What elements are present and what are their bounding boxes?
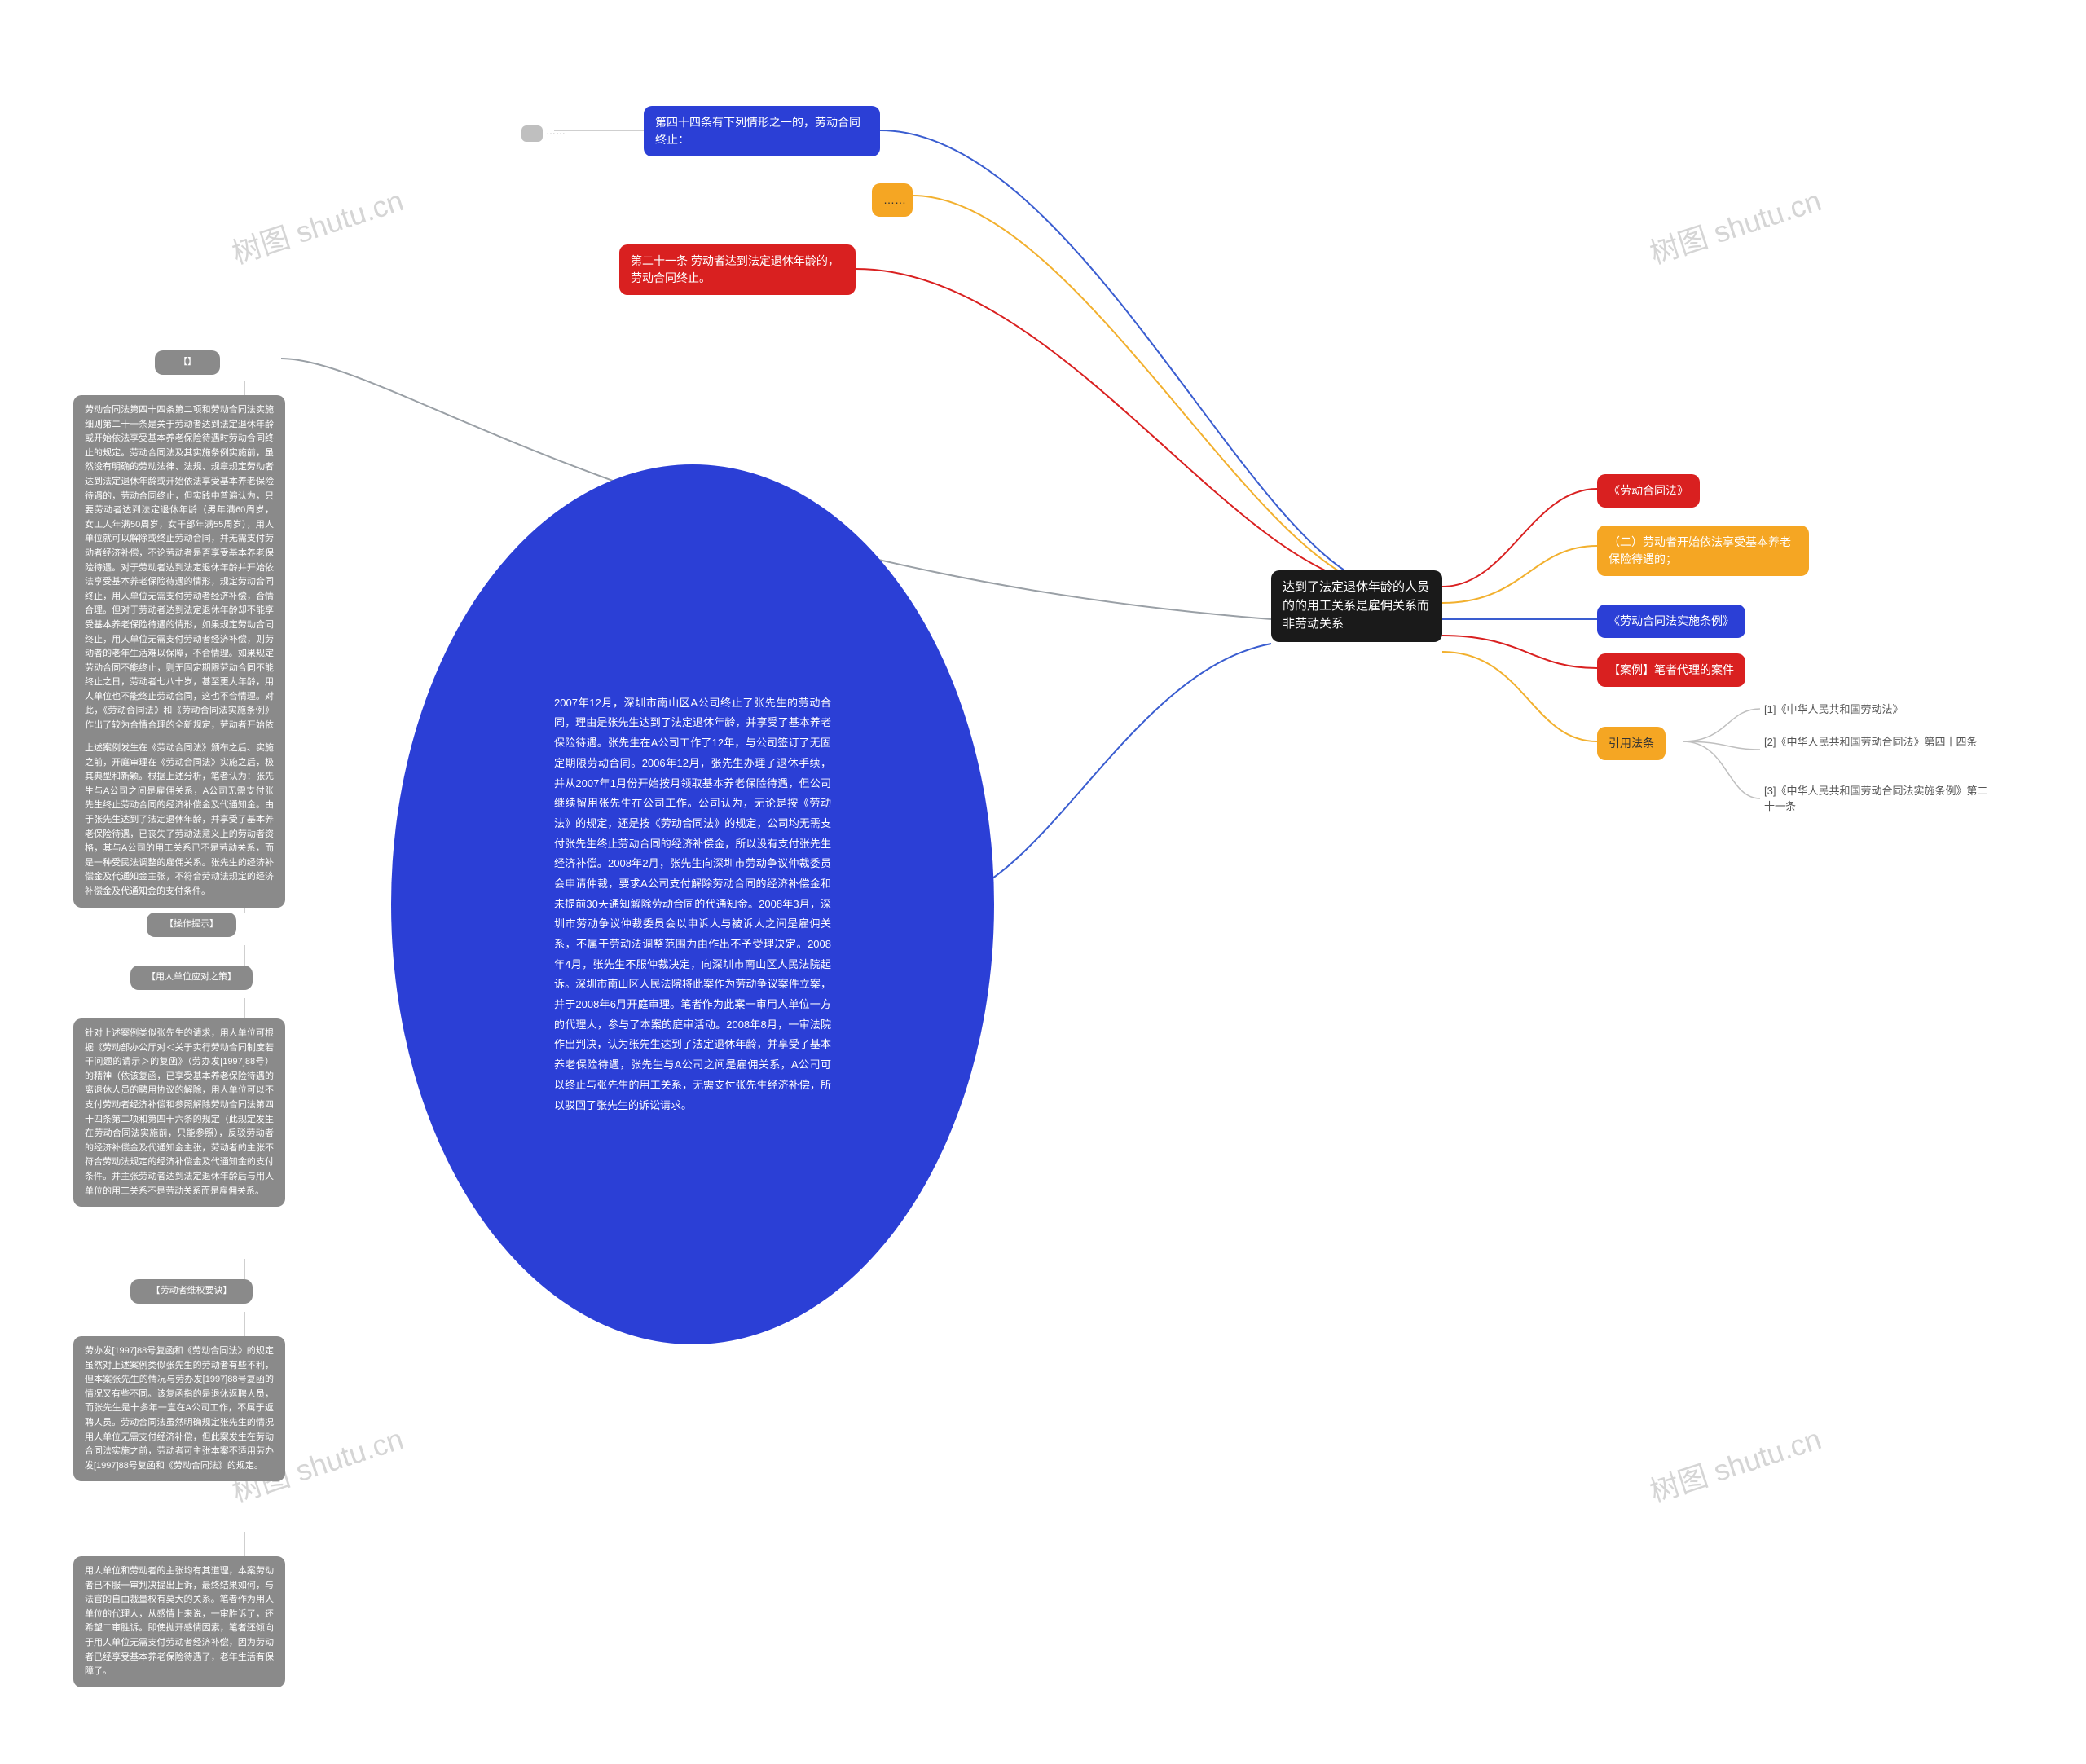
left-block-4: 劳办发[1997]88号复函和《劳动合同法》的规定虽然对上述案例类似张先生的劳动… — [73, 1336, 285, 1481]
ellipsis-label: …… — [546, 125, 566, 137]
node-cited-laws: 引用法条 — [1597, 727, 1666, 760]
watermark: 树图 shutu.cn — [226, 178, 407, 273]
ellipsis-dot — [522, 125, 543, 142]
node-pension-clause: （二）劳动者开始依法享受基本养老保险待遇的； — [1597, 526, 1809, 576]
node-article-44: 第四十四条有下列情形之一的，劳动合同终止： — [644, 106, 880, 156]
cited-law-2: [2]《中华人民共和国劳动合同法》第四十四条 — [1764, 733, 1992, 749]
watermark: 树图 shutu.cn — [1644, 1416, 1825, 1511]
big-case-text: 2007年12月，深圳市南山区A公司终止了张先生的劳动合同，理由是张先生达到了法… — [391, 464, 994, 1344]
left-block-2: 上述案例发生在《劳动合同法》颁布之后、实施之前，开庭审理在《劳动合同法》实施之后… — [73, 733, 285, 908]
big-case-inner: 2007年12月，深圳市南山区A公司终止了张先生的劳动合同，理由是张先生达到了法… — [554, 693, 831, 1115]
node-article-21: 第二十一条 劳动者达到法定退休年龄的，劳动合同终止。 — [619, 244, 856, 295]
left-block-1: 劳动合同法第四十四条第二项和劳动合同法实施细则第二十一条是关于劳动者达到法定退休… — [73, 395, 285, 770]
node-ellipsis: …… — [872, 183, 913, 217]
cited-law-1: [1]《中华人民共和国劳动法》 — [1764, 701, 1903, 716]
node-implementation-regs: 《劳动合同法实施条例》 — [1597, 605, 1745, 638]
left-label-worker: 【劳动者维权要诀】 — [130, 1279, 253, 1304]
node-case: 【案例】笔者代理的案件 — [1597, 653, 1745, 687]
watermark: 树图 shutu.cn — [1644, 178, 1825, 273]
node-labor-contract-law: 《劳动合同法》 — [1597, 474, 1700, 508]
edges-layer — [0, 0, 2086, 1764]
left-block-5: 用人单位和劳动者的主张均有其道理，本案劳动者已不服一审判决提出上诉，最终结果如何… — [73, 1556, 285, 1687]
left-block-3: 针对上述案例类似张先生的请求，用人单位可根据《劳动部办公厅对＜关于实行劳动合同制… — [73, 1018, 285, 1207]
cited-law-3: [3]《中华人民共和国劳动合同法实施条例》第二十一条 — [1764, 782, 1992, 813]
left-label-employer: 【用人单位应对之策】 — [130, 966, 253, 990]
left-header: 【】 — [155, 350, 220, 375]
left-label-tips: 【操作提示】 — [147, 913, 236, 937]
center-node: 达到了法定退休年龄的人员的的用工关系是雇佣关系而非劳动关系 — [1271, 570, 1442, 642]
